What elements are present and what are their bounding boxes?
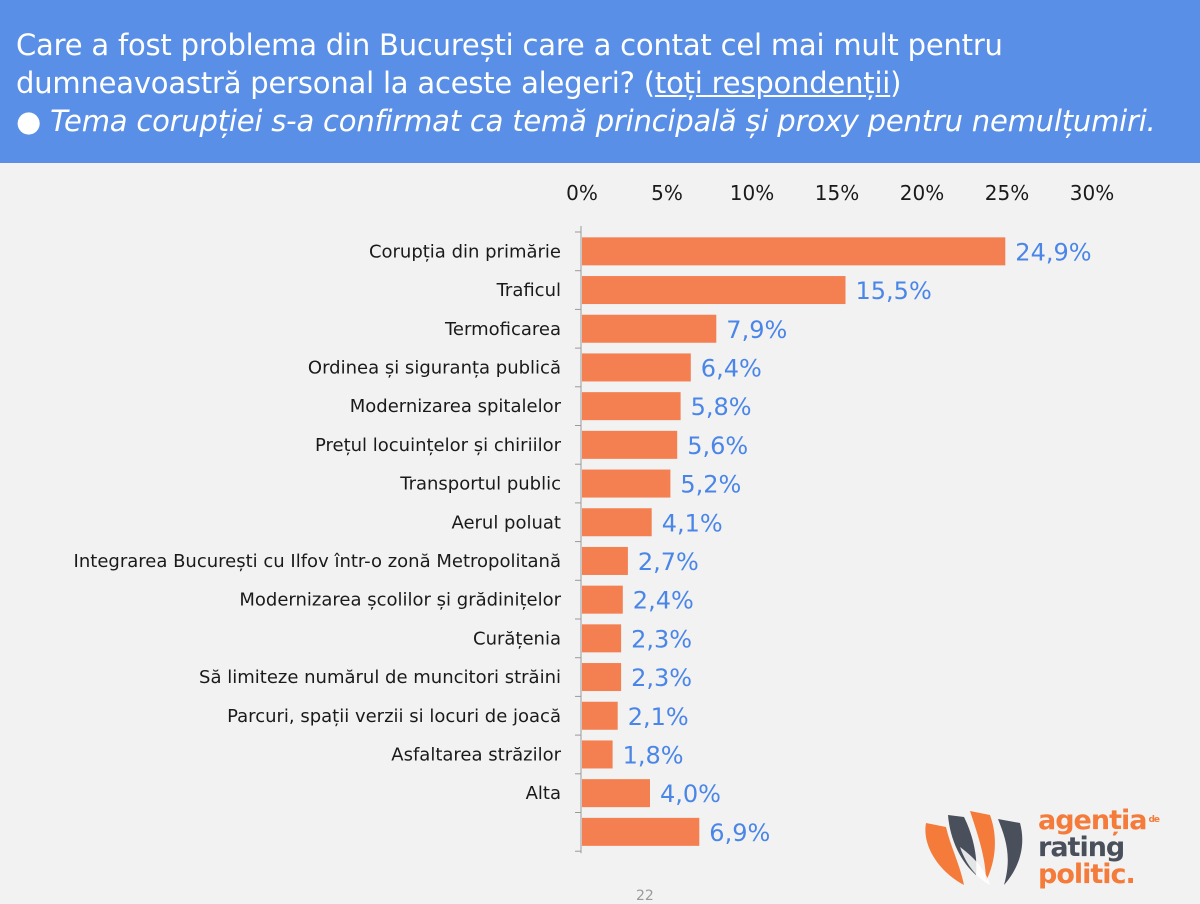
page-title-line-1: Care a fost problema din București care …: [16, 28, 1003, 62]
category-label: Transportul public: [399, 474, 561, 495]
category-label: Curățenia: [473, 628, 561, 649]
bar: [582, 701, 618, 730]
logo-wordmark: agenția de rating politic.: [1038, 805, 1160, 890]
category-label: Aerul poluat: [451, 512, 561, 533]
category-label: Ordinea și siguranța publică: [308, 357, 561, 378]
bar: [582, 430, 678, 459]
data-label: 2,3%: [631, 625, 692, 653]
x-tick-label: 20%: [900, 181, 944, 205]
x-tick-label: 15%: [815, 181, 859, 205]
x-tick-label: 5%: [651, 181, 683, 205]
bar-chart: 0% 5% 10% 15% 20% 25% 30% Corupția din primărie…: [74, 181, 1114, 854]
header-banner: Care a fost problema din București care …: [0, 0, 1200, 163]
data-label: 5,2%: [680, 471, 741, 499]
bar: [582, 392, 681, 421]
logo-mark-icon: [925, 811, 1023, 885]
bar: [582, 546, 628, 575]
data-label: 2,7%: [638, 548, 699, 576]
bar: [582, 740, 613, 769]
data-label: 15,5%: [856, 277, 932, 305]
bar: [582, 817, 700, 846]
bar: [582, 276, 846, 305]
data-label: 2,3%: [631, 664, 692, 692]
data-label: 1,8%: [623, 741, 684, 769]
data-label: 5,8%: [691, 393, 752, 421]
category-label: Termoficarea: [444, 319, 561, 340]
data-label: 5,6%: [687, 432, 748, 460]
x-tick-label: 0%: [566, 181, 598, 205]
data-label: 24,9%: [1015, 238, 1091, 266]
bar: [582, 779, 650, 808]
bar: [582, 353, 691, 382]
data-label: 6,9%: [709, 819, 770, 847]
category-label: Asfaltarea străzilor: [391, 744, 561, 765]
respondents-link[interactable]: toți respondenții: [654, 66, 891, 100]
category-label: Traficul: [496, 280, 561, 301]
category-label: Să limiteze numărul de muncitori străini: [199, 667, 561, 688]
x-tick-label: 25%: [985, 181, 1029, 205]
page-title-text: dumneavoastră personal la aceste alegeri…: [16, 66, 655, 100]
bar: [582, 314, 717, 343]
logo-word-agentia: agenția: [1038, 805, 1147, 836]
x-tick-label: 30%: [1070, 181, 1114, 205]
page-number: 22: [636, 888, 654, 904]
category-label: Parcuri, spații verzii si locuri de joac…: [227, 706, 561, 727]
page-title-line-2: dumneavoastră personal la aceste alegeri…: [16, 64, 1184, 102]
logo-word-rating: rating: [1038, 832, 1125, 863]
bar: [582, 508, 652, 537]
logo-word-de: de: [1148, 815, 1160, 825]
subtitle: ● Tema corupției s-a confirmat ca temă p…: [16, 104, 1156, 138]
bar: [582, 469, 671, 498]
category-label: Modernizarea școlilor și grădinițelor: [239, 590, 561, 611]
data-label: 7,9%: [726, 316, 787, 344]
data-label: 2,1%: [628, 703, 689, 731]
category-label: Corupția din primărie: [369, 241, 561, 262]
category-label: Modernizarea spitalelor: [350, 396, 562, 417]
x-tick-label: 10%: [730, 181, 774, 205]
page-title-close: ): [890, 66, 902, 100]
category-label: Alta: [526, 783, 561, 804]
bar: [582, 624, 622, 653]
data-label: 4,1%: [662, 509, 723, 537]
data-label: 4,0%: [660, 780, 721, 808]
bar: [582, 663, 622, 692]
bar: [582, 237, 1006, 266]
category-label: Integrarea București cu Ilfov într-o zon…: [74, 551, 561, 572]
logo-word-politic: politic.: [1038, 859, 1136, 890]
bar: [582, 585, 623, 614]
agency-logo: agenția de rating politic.: [920, 805, 1180, 895]
data-label: 6,4%: [701, 354, 762, 382]
data-label: 2,4%: [633, 587, 694, 615]
category-label: Prețul locuințelor și chiriilor: [315, 435, 562, 456]
